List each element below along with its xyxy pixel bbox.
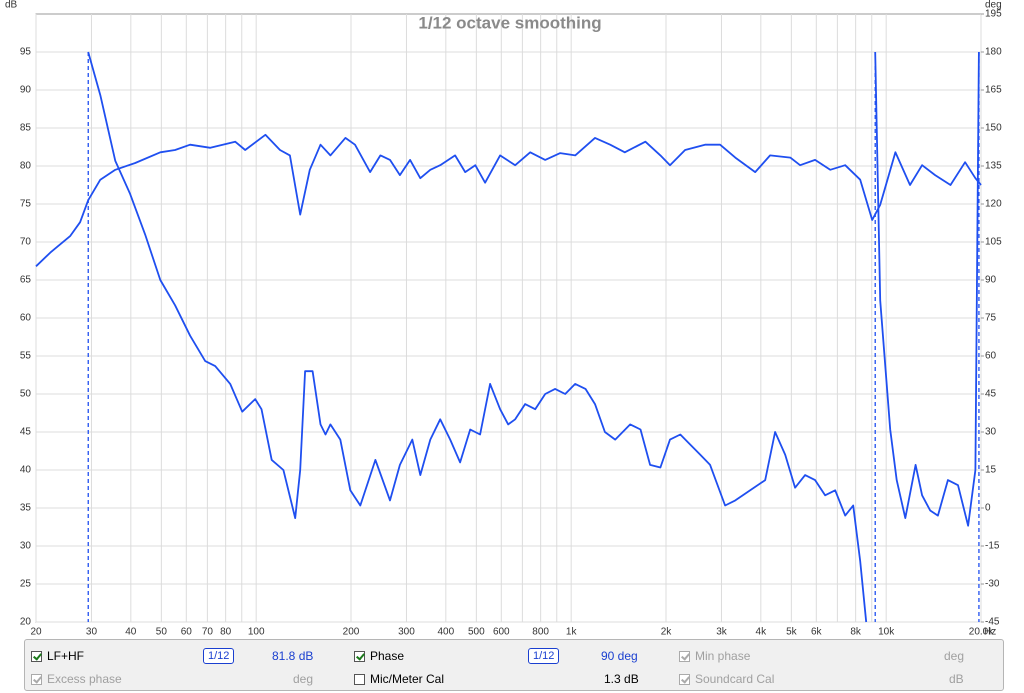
y-tick-label: 55 [20,351,32,362]
x-unit: Hz [984,627,996,638]
x-tick-label: 500 [468,627,485,638]
y2-tick-label: 30 [985,427,997,438]
checkbox-label: Mic/Meter Cal [370,672,445,686]
y2-tick-label: 105 [985,237,1002,248]
checkbox[interactable]: LF+HF [31,648,84,664]
y-tick-label: 25 [20,579,32,590]
y2-tick-label: 75 [985,313,997,324]
x-tick-label: 20 [30,627,42,638]
x-tick-label: 20.0k [969,627,994,638]
y2-unit: deg [985,0,1002,11]
y2-tick-label: 165 [985,85,1002,96]
checkbox-label: Excess phase [47,672,122,686]
x-tick-label: 70 [202,627,214,638]
readout: dB [949,672,964,686]
x-tick-label: 2k [661,627,673,638]
x-tick-label: 400 [437,627,454,638]
y2-tick-label: -15 [985,541,1000,552]
chart: 1/12 octave smoothing dB deg Hz 20 25 30 35… [5,0,1002,638]
y2-tick-label: -45 [985,617,1000,628]
controls-panel: LF+HF 1/12 81.8 dB Phase 1/12 90 deg Min… [24,639,1004,691]
checkbox[interactable]: Phase [354,648,404,664]
y2-tick-label: -30 [985,579,1000,590]
readout: 1.3 dB [604,672,639,686]
x-tick-label: 1k [566,627,578,638]
y2-tick-label: 45 [985,389,997,400]
y2-tick-label: 120 [985,199,1002,210]
y-tick-label: 65 [20,275,32,286]
checkbox[interactable]: Mic/Meter Cal [354,671,444,687]
y-tick-label: 30 [20,541,32,552]
y-tick-label: 80 [20,161,32,172]
checkbox-label: Phase [370,649,405,663]
grid [35,14,982,623]
checkbox[interactable]: Soundcard Cal [679,671,774,687]
y-tick-label: 75 [20,199,32,210]
y2-tick-label: 195 [985,9,1002,20]
y2-tick-label: 0 [985,503,991,514]
x-tick-label: 10k [878,627,895,638]
x-tick-label: 30 [86,627,98,638]
y-tick-label: 85 [20,123,32,134]
y2-tick-label: 15 [985,465,997,476]
series-line [35,133,982,267]
x-tick-label: 4k [756,627,768,638]
y-unit: dB [5,0,18,11]
x-tick-label: 800 [532,627,549,638]
x-tick-label: 50 [156,627,168,638]
y2-tick-label: 180 [985,47,1002,58]
y-tick-label: 50 [20,389,32,400]
x-tick-label: 60 [181,627,193,638]
readout: deg [944,649,965,663]
x-tick-label: 600 [493,627,510,638]
checkbox[interactable]: Excess phase [31,671,122,687]
y-tick-label: 95 [20,47,32,58]
y2-tick-label: 60 [985,351,997,362]
x-tick-label: 80 [220,627,232,638]
x-tick-label: 6k [811,627,823,638]
y-tick-label: 70 [20,237,32,248]
x-tick-label: 40 [125,627,137,638]
x-tick-label: 200 [343,627,360,638]
x-tick-label: 3k [716,627,728,638]
y-tick-label: 35 [20,503,32,514]
readout: deg [293,672,314,686]
y-tick-label: 90 [20,85,32,96]
y-tick-label: 40 [20,465,32,476]
readout: 90 deg [601,649,638,663]
checkbox-label: Min phase [695,649,751,663]
checkbox-label: Soundcard Cal [695,672,775,686]
checkbox[interactable]: Min phase [679,648,750,664]
y-tick-label: 45 [20,427,32,438]
series-line [87,51,980,623]
y-tick-label: 20 [20,617,32,628]
y-tick-label: 60 [20,313,32,324]
y2-tick-label: 90 [985,275,997,286]
checkbox-label: LF+HF [47,649,85,663]
x-tick-label: 5k [786,627,798,638]
readout: 81.8 dB [272,649,314,663]
x-tick-label: 100 [248,627,265,638]
x-tick-label: 8k [850,627,862,638]
smoothing-button[interactable]: 1/12 [203,648,235,664]
x-tick-label: 300 [398,627,415,638]
y2-tick-label: 135 [985,161,1002,172]
y2-tick-label: 150 [985,123,1002,134]
chart-title: 1/12 octave smoothing [418,13,601,32]
smoothing-button[interactable]: 1/12 [528,648,560,664]
